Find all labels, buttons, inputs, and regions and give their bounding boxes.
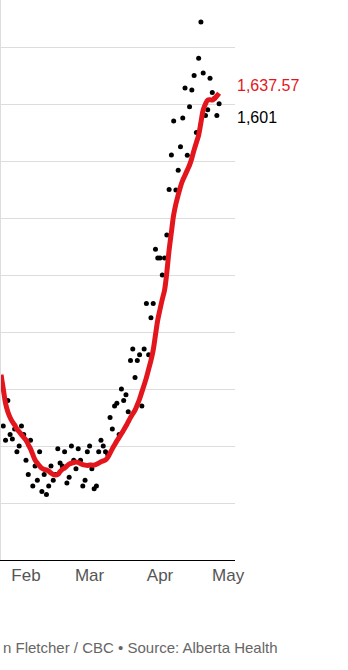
svg-text:Mar: Mar <box>75 566 105 585</box>
svg-text:n Fletcher / CBC • Source: Alb: n Fletcher / CBC • Source: Alberta Healt… <box>3 639 278 656</box>
svg-text:Feb: Feb <box>11 566 40 585</box>
svg-text:1,637.57: 1,637.57 <box>237 77 299 94</box>
svg-text:May: May <box>212 566 245 585</box>
svg-text:1,601: 1,601 <box>237 109 277 126</box>
svg-text:Apr: Apr <box>147 566 174 585</box>
